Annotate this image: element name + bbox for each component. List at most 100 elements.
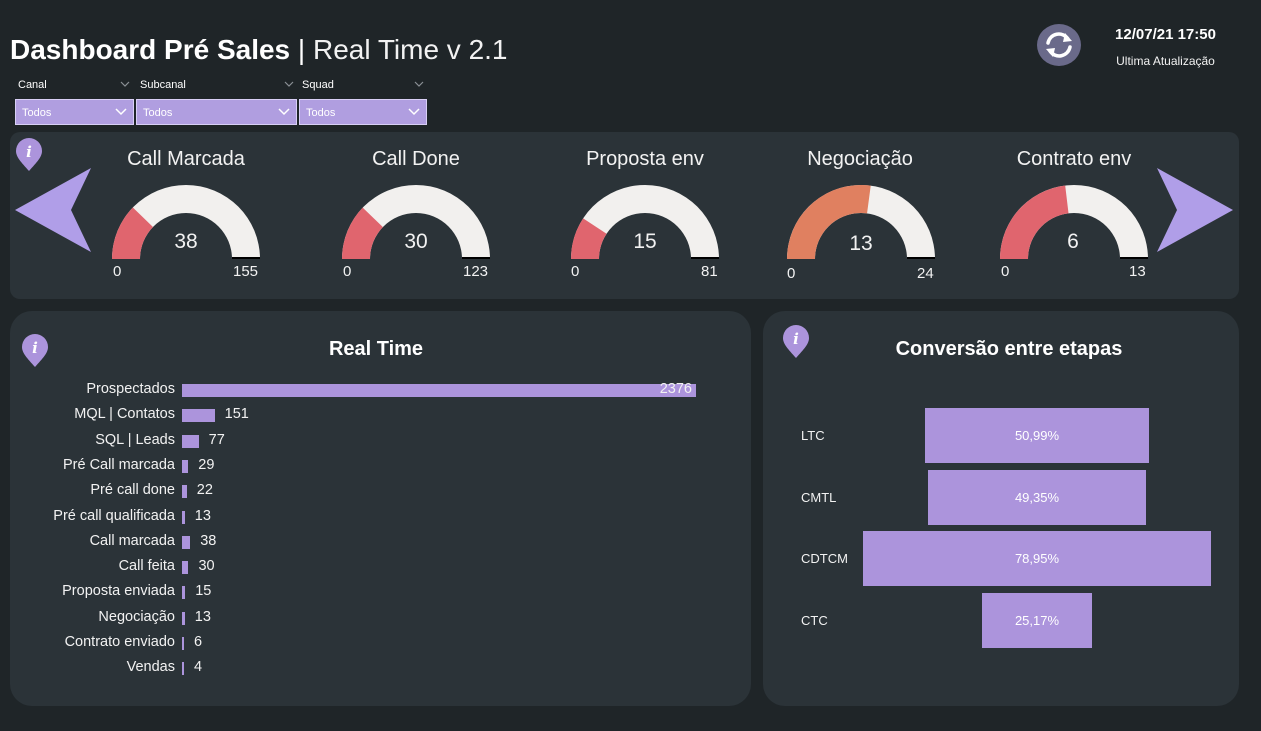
real-time-row-label: Negociação — [98, 608, 175, 625]
real-time-bar[interactable] — [182, 561, 189, 575]
gauge-call-done-min: 0 — [343, 263, 352, 280]
filter-squad-value: Todos — [306, 107, 336, 119]
real-time-row-label: Prospectados — [86, 381, 175, 397]
gauge-fill — [787, 185, 871, 259]
real-time-row-label: Contrato enviado — [64, 634, 175, 650]
filter-canal-dropdown[interactable]: Todos — [15, 99, 134, 125]
gauge-proposta-env — [571, 185, 719, 259]
gauge-negociacao-min: 0 — [787, 265, 796, 282]
real-time-bar-value: 77 — [208, 431, 225, 448]
chevron-down-icon[interactable] — [284, 80, 294, 88]
gauge-negociacao-value: 13 — [849, 232, 873, 255]
real-time-bar-value: 38 — [200, 532, 217, 549]
conversion-funnel-bar[interactable]: 49,35% — [928, 469, 1146, 525]
gauge-call-marcada-title: Call Marcada — [127, 148, 245, 170]
real-time-bar[interactable] — [182, 459, 189, 473]
gauge-track — [112, 185, 260, 259]
info-icon[interactable]: i — [15, 138, 43, 172]
real-time-bar[interactable] — [182, 586, 186, 600]
conversion-row-label: CDTCM — [801, 551, 848, 566]
conversion-funnel-bar[interactable]: 50,99% — [924, 408, 1150, 463]
gauge-call-marcada-max: 155 — [233, 263, 259, 280]
gauge-track — [571, 185, 719, 259]
filter-canal-label: Canal — [18, 79, 47, 91]
real-time-row-label: Pré Call marcada — [62, 456, 175, 473]
gauge-negociacao-max: 24 — [917, 265, 934, 282]
real-time-bar[interactable] — [182, 662, 184, 676]
filter-subcanal-label: Subcanal — [140, 79, 186, 91]
page-title-subtitle: Real Time v 2.1 — [312, 34, 508, 65]
last-update-datetime: 12/07/21 17:50 — [1115, 26, 1216, 43]
real-time-bar-value: 22 — [196, 482, 213, 499]
gauge-contrato-env-max: 13 — [1129, 263, 1146, 280]
last-update-label: Ultima Atualização — [1116, 54, 1215, 68]
conversion-funnel-bar[interactable]: 25,17% — [981, 592, 1093, 648]
real-time-bar-value: 2376 — [659, 381, 692, 397]
conversion-row-label: CTC — [801, 612, 828, 628]
gauge-proposta-env-value: 15 — [633, 230, 657, 253]
gauge-proposta-env-min: 0 — [571, 263, 580, 280]
page-title-separator: | — [290, 34, 313, 65]
real-time-row-label: Call marcada — [89, 532, 175, 549]
real-time-row-label: Pré call qualificada — [53, 507, 175, 524]
real-time-bar[interactable] — [182, 434, 199, 448]
real-time-bar[interactable] — [182, 485, 187, 499]
real-time-bar-value: 29 — [198, 456, 215, 473]
conversion-row-label: LTC — [801, 428, 825, 443]
real-time-bar[interactable] — [182, 384, 696, 397]
gauge-fill — [1000, 185, 1069, 259]
gauge-contrato-env — [1000, 185, 1148, 259]
real-time-bar[interactable] — [182, 409, 215, 423]
gauge-contrato-env-title: Contrato env — [1016, 148, 1132, 170]
previous-arrow-icon[interactable] — [15, 166, 93, 254]
real-time-bar-value: 6 — [194, 634, 203, 650]
gauge-call-done-value: 30 — [404, 230, 428, 253]
gauge-fill — [342, 207, 383, 259]
page-title-main: Dashboard Pré Sales — [10, 34, 291, 65]
gauge-negociacao-title: Negociação — [807, 148, 913, 170]
real-time-row-label: Proposta enviada — [62, 583, 175, 600]
gauge-contrato-env-value: 6 — [1067, 230, 1079, 253]
real-time-row-label: Call feita — [118, 558, 175, 575]
next-arrow-icon[interactable] — [1155, 166, 1233, 254]
chevron-down-icon[interactable] — [120, 80, 130, 88]
real-time-bar-value: 151 — [224, 406, 249, 423]
real-time-bar[interactable] — [182, 510, 185, 524]
conversion-row-label: CMTL — [801, 489, 837, 505]
gauge-fill — [112, 207, 153, 259]
real-time-bar[interactable] — [182, 535, 191, 549]
gauge-proposta-env-title: Proposta env — [586, 148, 704, 170]
gauge-call-done-max: 123 — [463, 263, 489, 280]
real-time-row-label: Pré call done — [90, 482, 175, 499]
page-title: Dashboard Pré Sales | Real Time v 2.1 — [10, 34, 508, 66]
real-time-panel — [10, 311, 751, 706]
info-icon[interactable]: i — [21, 334, 49, 368]
refresh-button[interactable] — [1037, 24, 1081, 66]
gauge-contrato-env-min: 0 — [1001, 263, 1010, 280]
filter-canal-value: Todos — [22, 107, 52, 119]
gauge-call-marcada — [112, 185, 260, 259]
svg-text:i: i — [26, 143, 32, 161]
real-time-row-label: MQL | Contatos — [74, 406, 175, 423]
gauge-call-marcada-value: 38 — [174, 230, 198, 253]
gauge-call-done — [342, 185, 490, 259]
refresh-icon — [1046, 32, 1072, 58]
chevron-down-icon — [408, 108, 420, 116]
real-time-bar-value: 13 — [194, 608, 211, 625]
filter-subcanal-dropdown[interactable]: Todos — [136, 99, 297, 125]
gauge-proposta-env-max: 81 — [701, 263, 718, 280]
real-time-bar-value: 4 — [194, 659, 203, 676]
gauge-call-marcada-min: 0 — [113, 263, 122, 280]
filter-squad-dropdown[interactable]: Todos — [299, 99, 427, 125]
real-time-bar[interactable] — [182, 611, 185, 625]
conversion-funnel-bar[interactable]: 78,95% — [863, 531, 1211, 586]
chevron-down-icon — [278, 108, 290, 116]
real-time-title: Real Time — [328, 338, 424, 360]
svg-text:i: i — [32, 339, 38, 357]
gauge-fill — [571, 218, 607, 259]
chevron-down-icon[interactable] — [414, 80, 424, 88]
real-time-row-label: Vendas — [126, 659, 175, 676]
real-time-bar-value: 30 — [198, 558, 215, 575]
info-icon[interactable]: i — [782, 325, 810, 359]
real-time-bar[interactable] — [182, 637, 184, 650]
